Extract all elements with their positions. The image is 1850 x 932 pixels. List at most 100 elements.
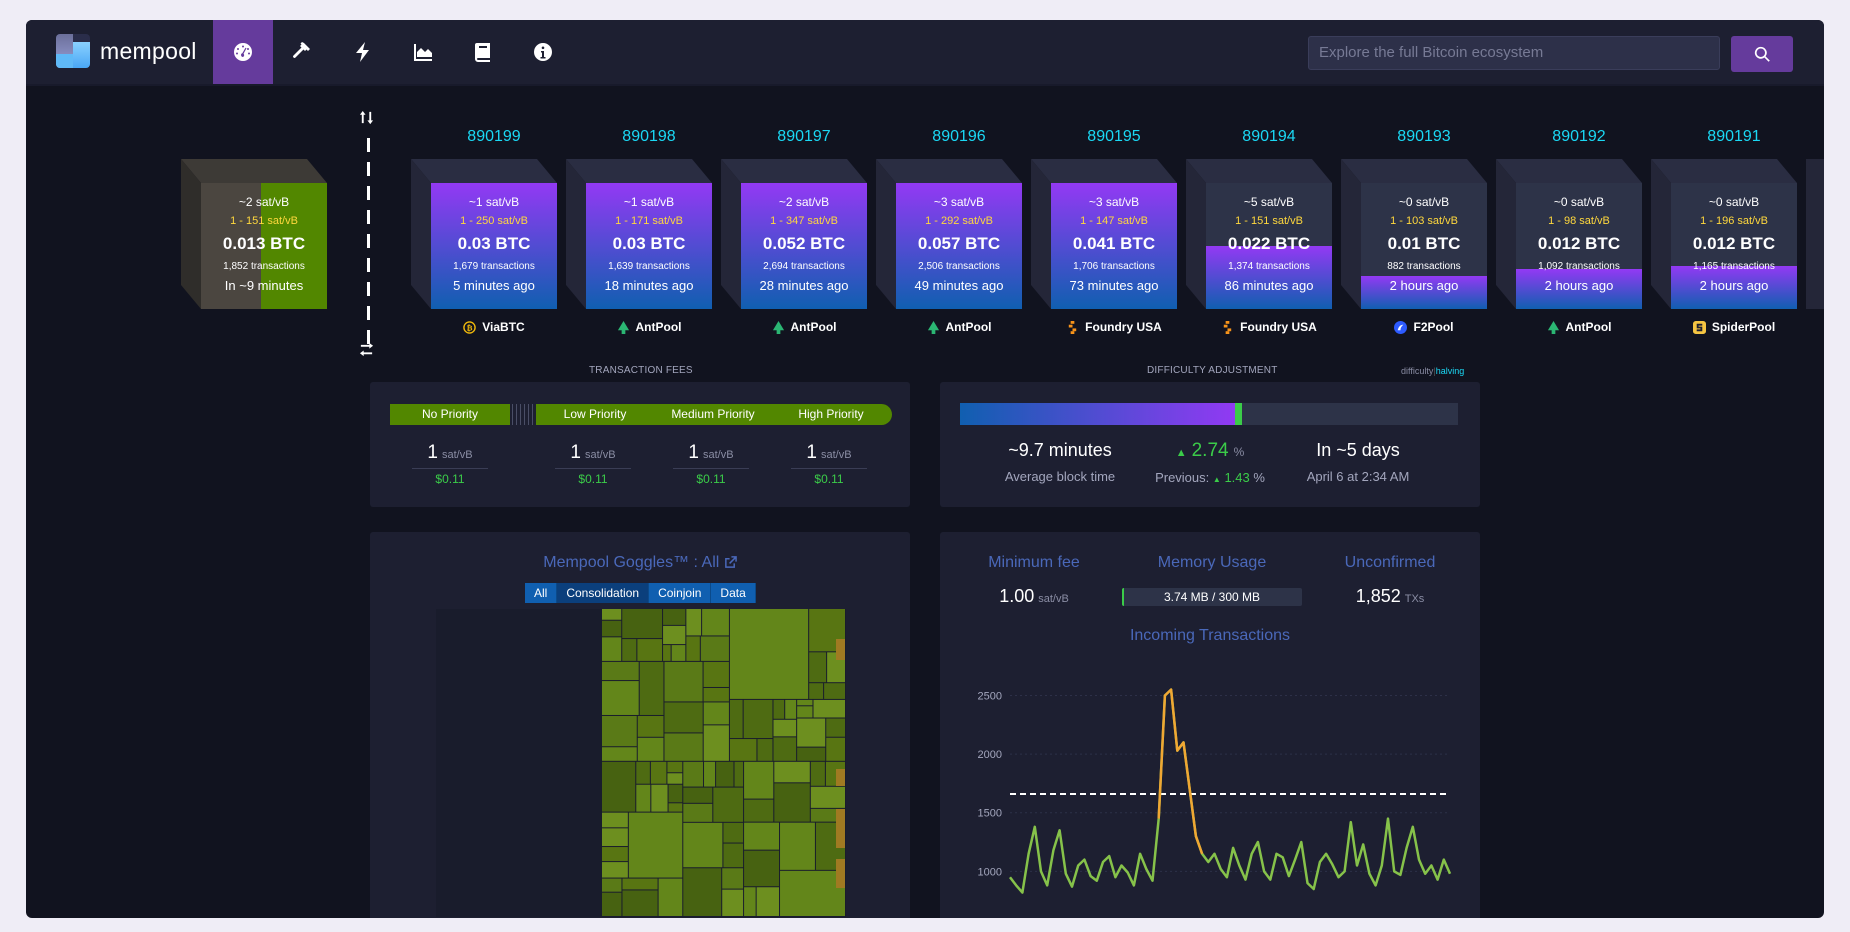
goggles-tx-tile (683, 822, 723, 868)
block-pool[interactable]: ₿ ViaBTC (431, 320, 557, 334)
goggles-tx-tile (729, 699, 743, 739)
block-height[interactable]: 890197 (777, 128, 831, 145)
block-height[interactable]: 890192 (1552, 128, 1606, 145)
block-pool[interactable]: AntPool (586, 320, 712, 334)
cube-side (1806, 159, 1824, 309)
goggles-tx-tile (810, 761, 825, 786)
block-height[interactable]: 890195 (1087, 128, 1141, 145)
mempool-stats-panel: Minimum fee Memory Usage Unconfirmed 1.0… (940, 532, 1480, 918)
mined-block[interactable]: ~0 sat/vB 1 - 196 sat/vB 0.012 BTC 1,165… (1651, 159, 1797, 309)
goggles-tx-tile (824, 683, 845, 699)
tab-all[interactable]: All (525, 583, 558, 603)
mined-block-partial[interactable] (1806, 159, 1824, 309)
block-pool[interactable]: SpiderPool (1671, 320, 1797, 334)
goggles-tx-tile (756, 887, 780, 916)
fee-range: 1 - 292 sat/vB (925, 215, 993, 227)
goggles-tx-tile (722, 868, 744, 889)
min-fee-label: Minimum fee (988, 554, 1080, 571)
block-height[interactable]: 890191 (1707, 128, 1761, 145)
goggles-tx-tile (602, 847, 628, 862)
mempool-goggles-treemap[interactable] (436, 609, 846, 917)
block-pool[interactable]: F2Pool (1361, 320, 1487, 334)
difficulty-section-title: DIFFICULTY ADJUSTMENT (1147, 365, 1278, 376)
block-pool[interactable]: AntPool (741, 320, 867, 334)
nav-graphs[interactable] (393, 20, 453, 84)
tab-coinjoin[interactable]: Coinjoin (649, 583, 712, 603)
external-link-icon[interactable] (724, 556, 737, 574)
halving-link[interactable]: halving (1435, 366, 1465, 376)
fees-section-title: TRANSACTION FEES (589, 365, 693, 376)
block-btc: 0.013 BTC (222, 234, 306, 253)
block-pool[interactable]: Foundry USA (1206, 320, 1332, 334)
fee-medium-priority: 1 sat/vB $0.11 (661, 442, 761, 488)
block-height[interactable]: 890199 (467, 128, 521, 145)
goggles-tabs: All Consolidation Coinjoin Data (525, 583, 756, 603)
difficulty-link[interactable]: difficulty (1401, 366, 1434, 376)
swap-horizontal-icon[interactable] (359, 342, 379, 360)
mined-block[interactable]: ~3 sat/vB 1 - 292 sat/vB 0.057 BTC 2,506… (876, 159, 1022, 309)
goggles-tx-tile (780, 870, 845, 916)
block-pool[interactable]: AntPool (1516, 320, 1642, 334)
cube-side (411, 159, 431, 309)
block-height[interactable]: 890198 (622, 128, 676, 145)
app-frame: mempool Explore the full Bitcoin ecosyst… (26, 20, 1824, 918)
tab-consolidation[interactable]: Consolidation (557, 583, 650, 603)
swap-vertical-icon[interactable] (359, 110, 379, 128)
nav-lightning[interactable] (333, 20, 393, 84)
block-fill (1206, 246, 1332, 309)
block-btc: 0.03 BTC (612, 234, 686, 253)
mined-block[interactable]: ~2 sat/vB 1 - 347 sat/vB 0.052 BTC 2,694… (721, 159, 867, 309)
tx-count: 1,639 transactions (608, 261, 690, 272)
block-pool[interactable]: AntPool (896, 320, 1022, 334)
mined-block[interactable]: ~3 sat/vB 1 - 147 sat/vB 0.041 BTC 1,706… (1031, 159, 1177, 309)
block-btc: 0.057 BTC (917, 234, 1001, 253)
block-height[interactable]: 890196 (932, 128, 986, 145)
memory-usage-value: 3.74 MB / 300 MB (1163, 590, 1261, 604)
difficulty-change: ▲ 2.74 % Previous: ▲ 1.43 % (1155, 440, 1265, 485)
mined-block[interactable]: ~1 sat/vB 1 - 171 sat/vB 0.03 BTC 1,639 … (566, 159, 712, 309)
block-height[interactable]: 890194 (1242, 128, 1296, 145)
difficulty-eta: In ~5 days April 6 at 2:34 AM (1306, 440, 1410, 484)
nav-dashboard[interactable] (213, 20, 273, 84)
goggles-tx-tile (703, 702, 729, 725)
fee-range: 1 - 147 sat/vB (1080, 215, 1148, 227)
logo-text: mempool (100, 37, 197, 64)
cube-side (1496, 159, 1516, 309)
block-face: ~1 sat/vB 1 - 171 sat/vB 0.03 BTC 1,639 … (586, 183, 712, 309)
fee-range: 1 - 347 sat/vB (770, 215, 838, 227)
mined-block[interactable]: ~0 sat/vB 1 - 103 sat/vB 0.01 BTC 882 tr… (1341, 159, 1487, 309)
goggles-tx-tile (658, 878, 683, 916)
nav-mining[interactable] (273, 20, 333, 84)
fees-panel: No Priority Low Priority Medium Priority… (370, 382, 910, 507)
median-fee: ~2 sat/vB (778, 195, 830, 209)
goggles-tx-tile (636, 761, 650, 784)
pending-block[interactable]: ~2 sat/vB 1 - 151 sat/vB 0.013 BTC 1,852… (181, 159, 327, 309)
goggles-title[interactable]: Mempool Goggles™ : All (370, 554, 910, 574)
goggles-tx-tile (702, 609, 729, 636)
search-input[interactable]: Explore the full Bitcoin ecosystem (1308, 36, 1720, 70)
unconfirmed-label: Unconfirmed (1344, 554, 1436, 571)
tab-data[interactable]: Data (711, 583, 756, 603)
block-pool[interactable]: Foundry USA (1051, 320, 1177, 334)
goggles-tx-tile (622, 890, 658, 916)
search-button[interactable] (1731, 36, 1793, 72)
mined-block[interactable]: ~5 sat/vB 1 - 151 sat/vB 0.022 BTC 1,374… (1186, 159, 1332, 309)
goggles-tx-tile (650, 761, 667, 784)
goggles-tx-tile (836, 859, 845, 888)
goggles-panel: Mempool Goggles™ : All All Consolidation… (370, 532, 910, 918)
goggles-tx-tile (663, 645, 671, 661)
mined-block[interactable]: ~0 sat/vB 1 - 98 sat/vB 0.012 BTC 1,092 … (1496, 159, 1642, 309)
block-height[interactable]: 890193 (1397, 128, 1451, 145)
nav-docs[interactable] (453, 20, 513, 84)
mempool-logo[interactable]: mempool (56, 34, 197, 68)
block-face: ~2 sat/vB 1 - 347 sat/vB 0.052 BTC 2,694… (741, 183, 867, 309)
goggles-tx-tile (810, 786, 845, 808)
goggles-tx-tile (602, 812, 628, 828)
goggles-tx-tile (774, 783, 810, 822)
nav-about[interactable] (513, 20, 573, 84)
fee-range: 1 - 171 sat/vB (615, 215, 683, 227)
mined-block[interactable]: ~1 sat/vB 1 - 250 sat/vB 0.03 BTC 1,679 … (411, 159, 557, 309)
goggles-tx-tile (785, 699, 797, 719)
viabtc-icon: ₿ (463, 320, 477, 334)
